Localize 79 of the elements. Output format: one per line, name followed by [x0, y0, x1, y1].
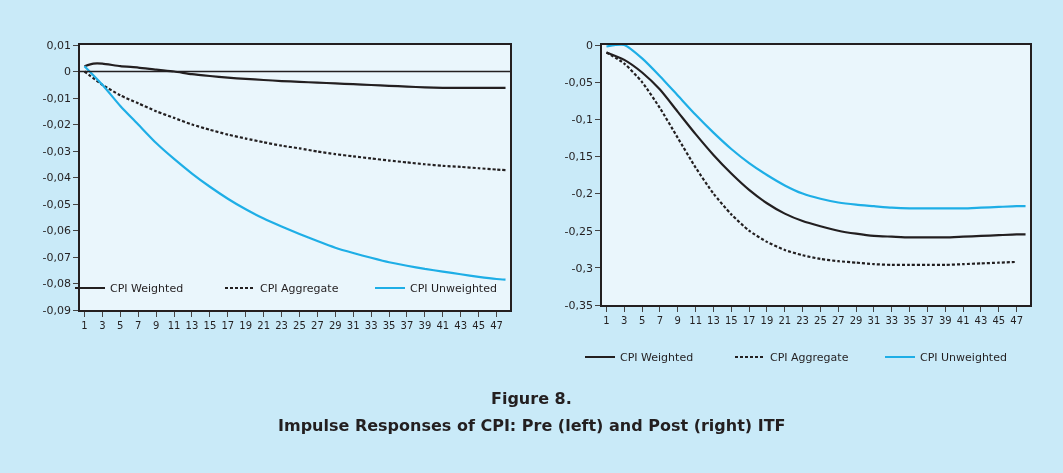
x-tick-label: 23 [275, 319, 288, 331]
y-tick-label: -0,1 [571, 113, 594, 127]
x-tick-label: 31 [867, 314, 881, 326]
x-tick-label: 9 [674, 314, 681, 326]
legend-label: CPI Weighted [110, 282, 184, 296]
x-tick-label: 35 [382, 319, 396, 331]
line-series [83, 70, 507, 172]
x-tick-label: 41 [956, 314, 970, 326]
x-tick-label: 25 [814, 314, 827, 326]
x-tick-label: 11 [689, 314, 702, 326]
x-tick-label: 35 [903, 314, 916, 326]
x-tick-label: 13 [707, 314, 720, 326]
y-tick-label: -0,03 [42, 144, 72, 158]
y-tick-label: -0,05 [564, 75, 594, 89]
x-tick-label: 47 [490, 319, 503, 331]
y-tick-label: -0,02 [42, 118, 72, 132]
x-tick-label: 29 [849, 314, 863, 326]
x-tick-label: 37 [921, 314, 934, 326]
y-tick-label: -0,06 [42, 224, 72, 238]
y-tick-label: -0,07 [42, 250, 72, 264]
x-tick-label: 3 [621, 314, 628, 326]
x-tick-label: 27 [831, 314, 845, 326]
x-tick-label: 19 [239, 319, 253, 331]
x-tick-label: 45 [992, 314, 1006, 326]
line-series [605, 45, 1027, 210]
x-tick-label: 47 [1010, 314, 1023, 326]
y-tick-label: 0 [64, 65, 72, 79]
x-tick-label: 17 [221, 319, 235, 331]
x-tick-label: 33 [885, 314, 899, 326]
x-tick-label: 5 [638, 314, 646, 326]
y-tick-label: -0,04 [42, 171, 72, 185]
x-tick-label: 21 [257, 319, 271, 331]
y-tick-label: -0,05 [42, 197, 72, 211]
x-tick-label: 15 [724, 314, 738, 326]
line-series [83, 65, 507, 281]
y-tick-label: 0,01 [46, 38, 72, 52]
x-tick-label: 31 [346, 319, 360, 331]
x-tick-label: 19 [760, 314, 774, 326]
x-tick-label: 23 [796, 314, 809, 326]
y-tick-label: -0,2 [571, 187, 594, 201]
text: Impulse Responses of CPI: Pre (left) and Post (right) ITF [278, 416, 786, 435]
y-tick-label: -0,15 [564, 150, 594, 164]
legend-label: CPI Unweighted [920, 351, 1007, 365]
x-tick-label: 39 [938, 314, 952, 326]
x-tick-label: 15 [203, 319, 217, 331]
y-tick-label: -0,09 [42, 303, 72, 317]
line-series [83, 62, 507, 90]
x-tick-label: 21 [778, 314, 792, 326]
x-tick-label: 39 [418, 319, 432, 331]
x-tick-label: 13 [185, 319, 199, 331]
x-tick-label: 9 [152, 319, 160, 331]
legend-label: CPI Aggregate [260, 282, 339, 296]
x-tick-label: 33 [364, 319, 378, 331]
x-tick-label: 43 [454, 319, 468, 331]
x-tick-label: 37 [400, 319, 414, 331]
x-tick-label: 1 [603, 314, 610, 326]
legend-label: CPI Unweighted [410, 282, 497, 296]
y-tick-label: -0,01 [42, 91, 72, 105]
x-tick-label: 5 [117, 319, 124, 331]
x-tick-label: 27 [311, 319, 324, 331]
caption: Figure 8. [491, 389, 572, 408]
x-tick-label: 41 [436, 319, 450, 331]
x-tick-label: 43 [974, 314, 988, 326]
x-tick-label: 45 [472, 319, 486, 331]
y-tick-label: 0 [586, 38, 594, 52]
x-tick-label: 3 [99, 319, 106, 331]
x-tick-label: 11 [167, 319, 181, 331]
y-tick-label: -0,25 [564, 224, 594, 238]
x-tick-label: 17 [742, 314, 756, 326]
x-tick-label: 7 [656, 314, 664, 326]
x-tick-label: 29 [328, 319, 342, 331]
y-tick-label: -0,3 [571, 261, 594, 275]
legend-label: CPI Weighted [620, 351, 694, 365]
y-tick-label: -0,08 [42, 277, 72, 291]
x-tick-label: 1 [81, 319, 88, 331]
y-tick-label: -0,35 [564, 298, 594, 312]
x-tick-label: 7 [135, 319, 142, 331]
legend-label: CPI Aggregate [770, 351, 849, 365]
x-tick-label: 25 [293, 319, 306, 331]
